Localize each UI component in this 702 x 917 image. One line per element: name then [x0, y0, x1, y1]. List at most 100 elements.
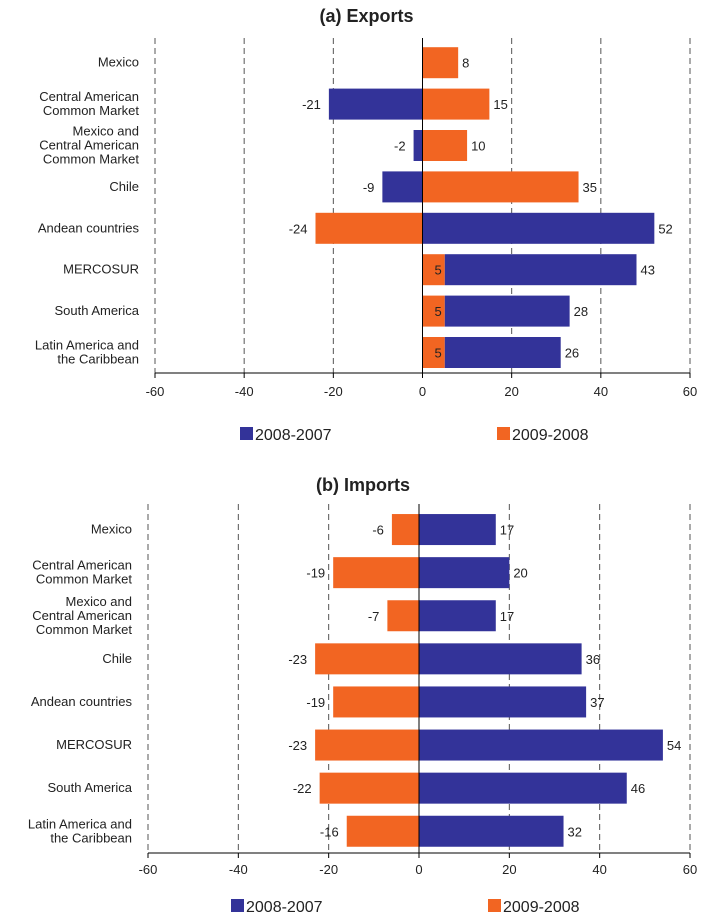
legend-swatch — [240, 427, 253, 440]
category-label-line: Andean countries — [38, 220, 140, 235]
legend-label: 2009-2008 — [512, 427, 589, 444]
x-tick-label: 40 — [594, 384, 608, 399]
data-label: -19 — [306, 695, 325, 710]
data-label: 5 — [435, 346, 442, 361]
x-tick-label: -20 — [319, 862, 338, 877]
category-label-line: Chile — [109, 179, 139, 194]
bar-2008-2007 — [419, 600, 496, 632]
category-label-line: Central American — [39, 138, 139, 153]
data-label: 20 — [513, 566, 527, 581]
category-label-line: Central American — [32, 608, 132, 623]
data-label: 5 — [435, 263, 442, 278]
legend-label: 2009-2008 — [503, 899, 580, 916]
category-label-line: Mexico and — [66, 594, 132, 609]
bar-2009-2008 — [422, 337, 445, 368]
data-label: 17 — [500, 523, 514, 538]
bar-2009-2008 — [315, 729, 419, 761]
bar-2008-2007 — [413, 130, 423, 161]
category-label-line: Common Market — [36, 622, 132, 637]
category-label: Mexico and Central American Common Market — [39, 124, 139, 167]
data-label: -2 — [394, 139, 406, 154]
x-tick-label: -20 — [324, 384, 343, 399]
category-label-line: South America — [54, 303, 139, 318]
legend-swatch — [231, 899, 244, 912]
data-label: -19 — [306, 566, 325, 581]
category-label-line: Mexico — [91, 522, 132, 537]
bar-2008-2007 — [419, 815, 564, 847]
category-label: Chile — [102, 651, 132, 666]
x-tick-label: 0 — [415, 862, 422, 877]
x-tick-label: -60 — [146, 384, 165, 399]
category-label-line: Mexico — [98, 55, 139, 70]
bar-2008-2007 — [419, 514, 496, 546]
bar-2008-2007 — [328, 88, 423, 120]
data-label: 28 — [574, 304, 588, 319]
data-label: -21 — [302, 97, 321, 112]
bar-2009-2008 — [422, 47, 459, 79]
category-label-line: Common Market — [36, 572, 132, 587]
data-label: 8 — [462, 56, 469, 71]
bar-2008-2007 — [382, 171, 423, 203]
category-label: MERCOSUR — [63, 262, 139, 277]
bar-2009-2008 — [422, 254, 445, 286]
bar-2009-2008 — [422, 88, 490, 120]
legend-swatch — [497, 427, 510, 440]
category-label-line: MERCOSUR — [63, 262, 139, 277]
category-label: Central American Common Market — [32, 558, 132, 587]
category-label-line: the Caribbean — [50, 830, 132, 845]
x-tick-label: -60 — [139, 862, 158, 877]
data-label: -23 — [288, 738, 307, 753]
data-label: -9 — [363, 180, 375, 195]
category-label-line: Common Market — [43, 103, 139, 118]
x-tick-label: 20 — [502, 862, 516, 877]
data-label: 52 — [658, 221, 672, 236]
bar-2008-2007 — [419, 557, 510, 589]
x-tick-label: 60 — [683, 384, 697, 399]
category-label: Central American Common Market — [39, 89, 139, 118]
category-label: Andean countries — [31, 694, 133, 709]
data-label: 36 — [586, 652, 600, 667]
category-label: Latin America and the Caribbean — [28, 816, 132, 845]
bar-2009-2008 — [315, 212, 423, 244]
data-label: -16 — [320, 824, 339, 839]
data-label: 43 — [641, 263, 655, 278]
x-tick-label: 60 — [683, 862, 697, 877]
data-label: -23 — [288, 652, 307, 667]
legend-label: 2008-2007 — [255, 427, 332, 444]
category-label: South America — [54, 303, 139, 318]
bar-2008-2007 — [444, 254, 637, 286]
data-label: 46 — [631, 781, 645, 796]
bar-2009-2008 — [315, 643, 419, 675]
category-label-line: MERCOSUR — [56, 737, 132, 752]
x-tick-label: 20 — [504, 384, 518, 399]
bar-2008-2007 — [422, 212, 655, 244]
data-label: -22 — [293, 781, 312, 796]
data-label: 32 — [568, 824, 582, 839]
category-label: Mexico and Central American Common Market — [32, 594, 132, 637]
chart-title: (b) Imports — [316, 475, 410, 495]
x-tick-label: -40 — [229, 862, 248, 877]
data-label: 17 — [500, 609, 514, 624]
data-label: 54 — [667, 738, 681, 753]
category-label: MERCOSUR — [56, 737, 132, 752]
data-label: 5 — [435, 304, 442, 319]
category-label-line: Andean countries — [31, 694, 133, 709]
category-label-line: Chile — [102, 651, 132, 666]
data-label: 26 — [565, 346, 579, 361]
bar-2009-2008 — [346, 815, 419, 847]
category-label: Latin America and the Caribbean — [35, 338, 139, 367]
category-label-line: Mexico and — [73, 124, 139, 139]
category-label: Mexico — [98, 55, 139, 70]
category-label: Mexico — [91, 522, 132, 537]
category-label: Chile — [109, 179, 139, 194]
data-label: 37 — [590, 695, 604, 710]
bar-2009-2008 — [333, 557, 419, 589]
bar-2008-2007 — [444, 337, 561, 368]
data-label: -24 — [289, 221, 308, 236]
category-label-line: Latin America and — [35, 338, 139, 353]
bar-2008-2007 — [419, 729, 663, 761]
category-label-line: Latin America and — [28, 816, 132, 831]
x-tick-label: -40 — [235, 384, 254, 399]
